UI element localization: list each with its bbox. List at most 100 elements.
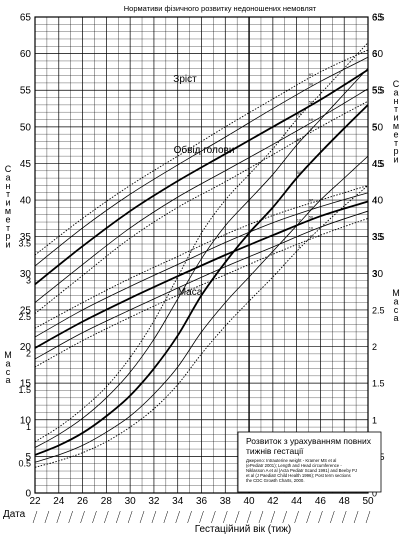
right-cm-tick-label: 55 <box>372 86 384 97</box>
date-slash <box>282 510 287 524</box>
weight-p90-curve <box>34 67 369 448</box>
right-kg-tick-label: 2.5 <box>372 305 385 315</box>
legend-source-line-4: et al (J Paediatr Child Health 1996); Po… <box>246 473 351 478</box>
left-kg-tick-label: 2 <box>26 349 31 359</box>
right-kg-tick-label: 4.5 <box>372 159 385 169</box>
length-percentile-label: 3 <box>310 127 313 132</box>
date-slash <box>175 510 180 524</box>
x-tick-label: 24 <box>53 496 65 507</box>
length-percentile-label: 97 <box>309 72 314 77</box>
length-percentile-label: 50 <box>309 100 314 105</box>
right-cm-axis-label: р <box>393 146 398 156</box>
date-slash <box>80 510 85 524</box>
left-kg-axis-label: с <box>6 367 11 377</box>
head-p97-curve <box>34 185 369 329</box>
plot-frame <box>34 16 369 494</box>
head-percentile-label: 90 <box>309 204 314 209</box>
date-slash <box>68 510 73 524</box>
right-kg-tick-label: 6 <box>372 49 377 59</box>
left-tick-label: 45 <box>20 159 32 170</box>
left-tick-label: 25 <box>20 305 32 316</box>
right-cm-tick-label: 35 <box>372 232 384 243</box>
left-tick-label: 40 <box>20 196 32 207</box>
left-kg-tick-label: 1 <box>26 422 31 432</box>
weight-p50-curve <box>34 104 369 456</box>
date-slash <box>234 510 240 524</box>
right-cm-tick-label: 50 <box>372 122 384 133</box>
date-slash <box>211 510 216 524</box>
right-kg-tick-label: 1.5 <box>372 379 385 389</box>
length-percentile-label: 90 <box>309 81 314 86</box>
right-cm-axis-label: а <box>393 87 398 97</box>
date-slash <box>44 510 50 524</box>
left-cm-axis-label: е <box>5 214 10 224</box>
head-percentile-label: 97 <box>309 198 314 203</box>
left-kg-tick-label: 1.5 <box>18 385 31 395</box>
legend-source-line-1: Джерело: Intrauterine weight - Kramer MS… <box>246 458 336 463</box>
right-cm-axis-label: н <box>394 96 399 106</box>
legend-source-line-5: the CDC Growth Charts, 2000. <box>246 478 305 483</box>
right-kg-tick-label: 5 <box>372 122 377 132</box>
left-kg-axis-label: М <box>4 350 12 360</box>
weight-percentile-label: 90 <box>297 137 302 142</box>
head-p10-curve <box>34 210 369 360</box>
weight-percentile-label: 3 <box>298 243 301 248</box>
x-tick-label: 32 <box>148 496 160 507</box>
left-kg-axis-label: а <box>5 358 10 368</box>
head-p3-curve <box>34 217 369 368</box>
weight-p10-curve <box>34 155 369 463</box>
axes: 051015202530354045505560650.511.522.533.… <box>4 13 400 524</box>
date-slash <box>163 510 169 524</box>
head-percentile-label: 50 <box>309 214 314 219</box>
length-group-label: Зріст <box>173 74 197 85</box>
right-cm-axis-label: и <box>393 155 398 165</box>
right-cm-axis-label: и <box>393 113 398 123</box>
left-cm-axis-label: м <box>5 206 11 216</box>
date-slash <box>151 510 157 524</box>
left-tick-label: 0 <box>25 489 31 500</box>
x-tick-label: 42 <box>267 496 279 507</box>
head-percentile-label: 3 <box>310 234 313 239</box>
left-tick-label: 15 <box>20 379 32 390</box>
date-slash <box>318 510 323 524</box>
legend-frame <box>237 431 382 493</box>
x-tick-label: 30 <box>125 496 137 507</box>
weight-percentile-label: 97 <box>297 111 302 116</box>
grid <box>34 16 369 494</box>
length-p3-curve <box>34 100 369 314</box>
date-slash <box>127 510 133 524</box>
left-tick-label: 35 <box>20 232 32 243</box>
x-tick-label: 44 <box>291 496 303 507</box>
right-cm-tick-label: 30 <box>372 269 384 280</box>
right-kg-tick-label: 4 <box>372 196 377 206</box>
left-tick-label: 20 <box>20 342 32 353</box>
right-kg-tick-label: 2 <box>372 342 377 352</box>
x-tick-label: 36 <box>196 496 208 507</box>
length-p10-curve <box>34 88 369 303</box>
weight-p3-curve <box>34 185 369 468</box>
date-slash <box>341 510 347 524</box>
left-kg-tick-label: 3 <box>26 275 31 285</box>
right-cm-tick-label: 45 <box>372 159 384 170</box>
right-kg-tick-label: 3 <box>372 269 377 279</box>
length-p97-curve <box>34 49 369 256</box>
weight-p97-curve <box>34 42 369 443</box>
right-cm-tick-label: 60 <box>372 49 384 60</box>
x-axis-title: Гестаційний вік (тиж) <box>195 524 292 535</box>
x-tick-label: 22 <box>29 496 41 507</box>
date-slash <box>223 510 228 524</box>
percentile-curves <box>34 42 369 468</box>
length-p90-curve <box>34 56 369 267</box>
left-cm-axis-label: и <box>5 198 10 208</box>
left-tick-label: 10 <box>20 415 32 426</box>
left-cm-axis-label: т <box>6 189 10 199</box>
right-kg-tick-label: 0 <box>372 489 377 499</box>
right-kg-axis-label: М <box>392 288 400 298</box>
right-kg-tick-label: 6.5 <box>372 13 385 23</box>
date-slash <box>104 510 109 524</box>
date-slash <box>365 510 371 524</box>
x-tick-label: 26 <box>77 496 89 507</box>
right-cm-axis-label: е <box>393 129 398 139</box>
head-percentile-label: 10 <box>309 226 314 231</box>
